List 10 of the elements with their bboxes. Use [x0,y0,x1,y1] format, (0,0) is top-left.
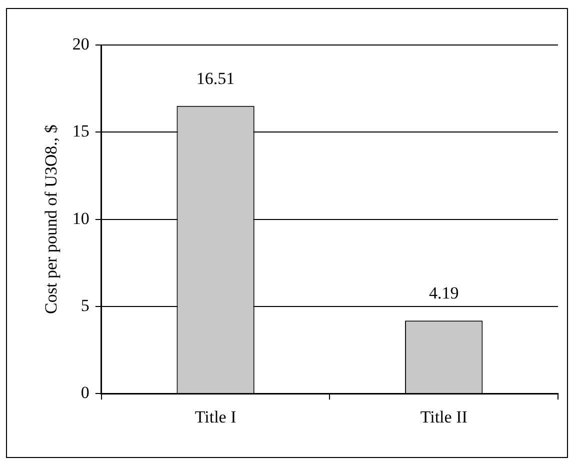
data-label: 4.19 [428,284,459,303]
y-tick-label: 0 [80,383,90,402]
y-tick-label: 5 [80,296,90,315]
x-tick-label: Title I [194,407,237,426]
data-label: 16.51 [196,68,235,88]
x-tick-label: Title II [420,407,468,426]
y-axis-title: Cost per pound of U3O8., $ [42,124,61,314]
y-tick-label: 20 [72,34,90,54]
y-tick-label: 10 [72,208,90,228]
y-tick-label: 15 [72,122,90,141]
